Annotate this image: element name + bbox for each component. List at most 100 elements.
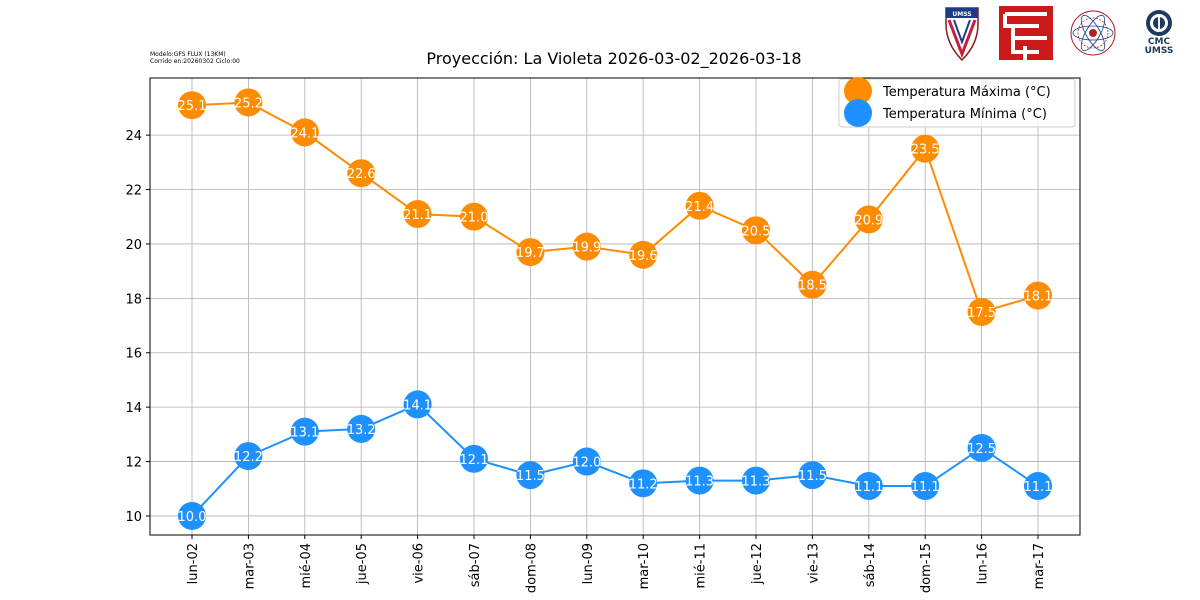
grid	[150, 78, 1080, 535]
y-tick-label: 22	[125, 184, 142, 199]
y-tick-label: 14	[125, 401, 142, 416]
data-label: 19.9	[572, 241, 601, 256]
series: 25.1 25.2 24.1 22.6 21.1 21.0 19.7 19.9 19.6 21.4…	[178, 88, 1053, 530]
data-point	[854, 472, 883, 501]
data-point	[629, 240, 658, 269]
y-tick-label: 12	[125, 456, 142, 471]
y-tick-label: 20	[125, 238, 142, 253]
data-label: 11.3	[742, 475, 771, 490]
y-tick-label: 24	[125, 129, 142, 144]
data-label: 13.1	[290, 426, 319, 441]
data-point	[967, 433, 996, 462]
x-tick-label: mié-04	[299, 543, 314, 589]
data-label: 11.3	[685, 475, 714, 490]
y-axis: 10 12 14 16 18 20 22 24	[125, 129, 150, 525]
data-label: 11.1	[854, 480, 883, 495]
data-label: 17.5	[967, 306, 996, 321]
y-tick-label: 10	[125, 510, 142, 525]
legend: Temperatura Máxima (°C) Temperatura Mínim…	[838, 77, 1076, 128]
data-point	[911, 134, 940, 163]
data-label: 20.5	[742, 224, 771, 239]
data-label: 25.1	[178, 99, 207, 114]
data-label: 19.7	[516, 246, 545, 261]
plot-frame	[149, 77, 1081, 536]
x-tick-label: dom-08	[524, 543, 539, 593]
legend-marker-1	[844, 99, 872, 127]
data-label: 11.1	[911, 480, 940, 495]
data-point	[347, 414, 376, 443]
data-label: 11.5	[798, 469, 827, 484]
data-point	[572, 447, 601, 476]
x-tick-label: lun-09	[581, 543, 596, 584]
data-label: 22.6	[347, 167, 376, 182]
series-line-0	[191, 101, 1039, 314]
data-point	[234, 88, 263, 117]
data-point	[178, 501, 206, 530]
x-tick-label: vie-06	[412, 543, 427, 584]
data-label: 23.5	[911, 143, 940, 158]
legend-label-1: Temperatura Mínima (°C)	[882, 107, 1047, 122]
fcyt-red-logo	[999, 6, 1053, 60]
data-point	[460, 444, 488, 473]
legend-label-0: Temperatura Máxima (°C)	[882, 85, 1051, 100]
data-label: 11.5	[516, 469, 545, 484]
data-label: 20.9	[854, 213, 883, 228]
x-tick-label: jue-05	[355, 543, 370, 585]
university-seal-logo	[1070, 10, 1116, 56]
data-point	[347, 159, 376, 188]
x-tick-label: mar-10	[637, 543, 652, 589]
data-label: 12.5	[967, 442, 996, 457]
data-label: 12.1	[460, 453, 489, 468]
chart-title: Proyección: La Violeta 2026-03-02_2026-0…	[426, 49, 801, 69]
series-line-1	[191, 403, 1039, 517]
data-point	[798, 461, 827, 490]
data-label: 13.2	[347, 423, 376, 438]
data-point	[742, 216, 770, 245]
data-label: 12.0	[572, 456, 601, 471]
x-tick-label: lun-02	[186, 543, 201, 584]
cmc-umss-logo: CMC UMSS	[1144, 37, 1174, 56]
model-info: Modelo:GFS FLUX (13KM)	[150, 51, 226, 58]
data-point	[290, 118, 319, 147]
x-tick-label: sáb-07	[468, 543, 483, 587]
data-point	[967, 297, 996, 326]
data-point	[911, 472, 940, 501]
cmc-gear-icon	[1146, 10, 1172, 36]
y-tick-label: 16	[125, 347, 142, 362]
data-label: 11.2	[629, 477, 658, 492]
data-label: 19.6	[629, 249, 658, 264]
umss-logo-text: UMSS	[952, 11, 971, 18]
data-point	[685, 466, 714, 495]
umss-shield-logo: UMSS	[945, 7, 979, 62]
data-point	[403, 200, 432, 229]
data-label: 25.2	[234, 96, 263, 111]
x-tick-label: mié-11	[694, 543, 709, 589]
y-tick-label: 18	[125, 292, 142, 307]
data-point	[290, 417, 319, 446]
data-point	[685, 191, 714, 220]
legend-box	[838, 78, 1076, 128]
data-point	[234, 442, 263, 471]
data-point	[1024, 281, 1052, 310]
data-point	[572, 232, 601, 261]
x-axis: lun-02 mar-03 mié-04 jue-05 vie-06 sáb-07 dom-…	[186, 535, 1047, 593]
data-point	[798, 270, 827, 299]
data-point	[854, 205, 883, 234]
data-label: 11.1	[1024, 480, 1053, 495]
x-tick-label: lun-16	[976, 543, 991, 584]
x-tick-label: mar-17	[1032, 543, 1047, 589]
data-label: 21.1	[403, 208, 432, 223]
data-label: 18.5	[798, 279, 827, 294]
data-label: 10.0	[178, 510, 207, 525]
x-tick-label: dom-15	[919, 543, 934, 593]
data-label: 12.2	[234, 450, 263, 465]
data-point	[629, 469, 658, 498]
data-point	[178, 91, 206, 120]
data-point	[742, 466, 770, 495]
data-label: 24.1	[290, 126, 319, 141]
x-tick-label: mar-03	[242, 543, 257, 589]
data-label: 21.4	[685, 200, 714, 215]
data-point	[516, 238, 545, 267]
legend-marker-0	[844, 77, 872, 105]
